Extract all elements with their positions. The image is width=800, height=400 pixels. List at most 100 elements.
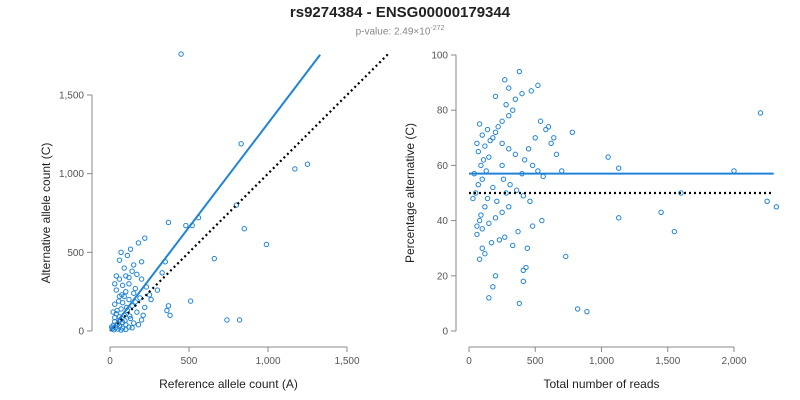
data-point [757, 110, 764, 116]
data-point [515, 228, 521, 235]
data-point [224, 317, 230, 323]
data-point [482, 251, 488, 257]
y-axis-title: Percentage alternative (C) [403, 123, 417, 263]
data-point [129, 325, 135, 331]
data-point [523, 264, 529, 271]
data-point [110, 309, 116, 315]
right-scatter-panel: 0 500 1,000 1,500 2,000 0 20 40 60 80 100 Total num… [403, 51, 780, 391]
chart-title: rs9274384 - ENSG00000179344 [289, 4, 511, 21]
data-point [135, 322, 142, 328]
data-point [543, 126, 549, 133]
data-point [574, 306, 581, 312]
data-point [138, 259, 145, 265]
data-point [126, 296, 132, 303]
data-point [488, 239, 495, 246]
pvalue-text: p-value: 2.49×10 [355, 26, 431, 38]
y-tick-label: 1,000 [59, 169, 84, 180]
data-point [492, 215, 499, 221]
data-point [559, 168, 565, 174]
data-point [112, 301, 118, 307]
data-point [502, 77, 508, 83]
data-point [510, 107, 516, 113]
data-point [605, 154, 611, 160]
data-point [127, 313, 133, 319]
data-point [124, 252, 131, 259]
data-point [584, 308, 590, 315]
data-point [483, 168, 489, 174]
data-point [524, 245, 530, 251]
data-point [165, 303, 172, 309]
data-point [773, 204, 780, 210]
y-tick-label: 80 [437, 106, 449, 117]
x-tick-label: 1,500 [334, 356, 359, 367]
data-point [178, 51, 184, 57]
data-point [126, 281, 132, 287]
data-point [479, 132, 485, 138]
x-tick-label: 0 [466, 356, 472, 367]
data-point [492, 93, 499, 100]
data-point [487, 137, 493, 144]
data-point [127, 315, 134, 322]
data-point [545, 124, 552, 130]
data-point [490, 284, 496, 290]
data-point [514, 187, 520, 193]
data-point [478, 212, 484, 218]
data-point [528, 88, 534, 94]
x-tick-label: 500 [181, 356, 198, 367]
data-point [164, 307, 170, 314]
data-point [211, 255, 217, 262]
y-tick-label: 40 [437, 216, 449, 227]
data-point [512, 151, 519, 158]
data-point [470, 195, 476, 202]
data-point [764, 198, 770, 204]
data-point [507, 182, 513, 188]
data-point [520, 193, 527, 199]
y-tick-label: 0 [78, 327, 84, 338]
data-point [187, 298, 194, 304]
y-tick-label: 1,500 [59, 91, 84, 102]
data-point [263, 241, 270, 248]
data-point [131, 290, 137, 296]
data-point [292, 166, 298, 172]
data-point [137, 295, 143, 301]
x-tick-label: 1,000 [255, 356, 280, 367]
data-point [506, 85, 512, 91]
data-point [131, 320, 137, 326]
data-point [494, 198, 500, 204]
y-tick-label: 20 [437, 271, 449, 282]
data-point [121, 265, 127, 271]
data-point [118, 327, 124, 333]
data-point [475, 148, 481, 155]
data-point [486, 220, 492, 227]
fit-line [109, 54, 321, 332]
data-point [138, 317, 145, 323]
data-point [159, 270, 165, 276]
data-point [119, 292, 125, 298]
data-point [119, 282, 126, 289]
data-point [132, 285, 138, 292]
data-point [475, 182, 481, 188]
x-tick-label: 1,000 [589, 356, 614, 367]
y-tick-label: 500 [67, 248, 84, 259]
data-point [134, 309, 140, 315]
y-tick-label: 100 [431, 51, 448, 62]
data-point [236, 317, 243, 323]
chart-subtitle: p-value: 2.49×10-272 [0, 25, 800, 37]
data-point [142, 304, 148, 311]
data-point [527, 198, 533, 204]
data-point [476, 217, 483, 224]
data-point [492, 129, 499, 135]
data-point [479, 176, 485, 182]
data-point [123, 288, 129, 295]
data-point [126, 274, 132, 281]
data-point [478, 162, 484, 169]
data-point [502, 234, 508, 240]
data-point [499, 209, 505, 216]
data-point [482, 143, 488, 149]
data-point [113, 273, 120, 279]
data-point [135, 240, 142, 246]
data-point [116, 257, 123, 263]
data-point [140, 312, 146, 318]
data-point [563, 253, 569, 260]
data-point [154, 287, 161, 293]
